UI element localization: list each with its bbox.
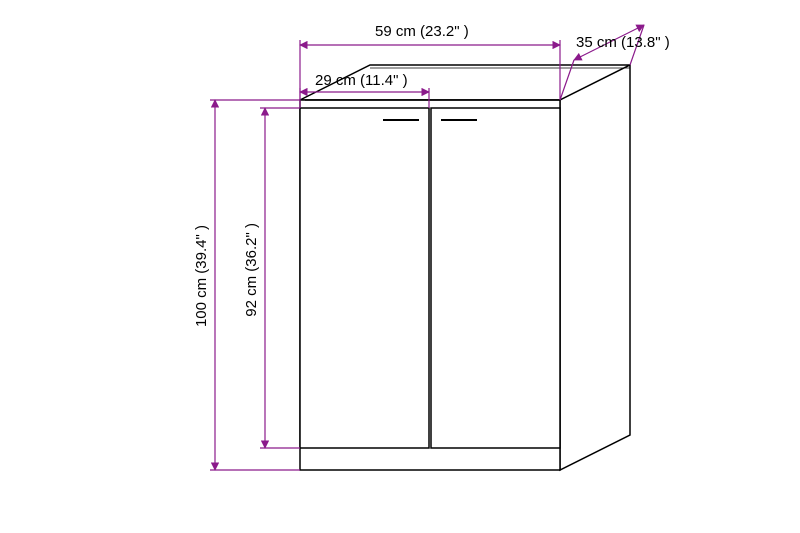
dim-height-100: 100 cm (39.4" ) bbox=[193, 225, 210, 327]
dim-door-92: 92 cm (36.2" ) bbox=[243, 223, 260, 317]
dim-width-59: 59 cm (23.2" ) bbox=[375, 23, 469, 40]
dim-door-29: 29 cm (11.4" ) bbox=[315, 72, 408, 89]
dim-depth-35: 35 cm (13.8" ) bbox=[576, 34, 670, 51]
